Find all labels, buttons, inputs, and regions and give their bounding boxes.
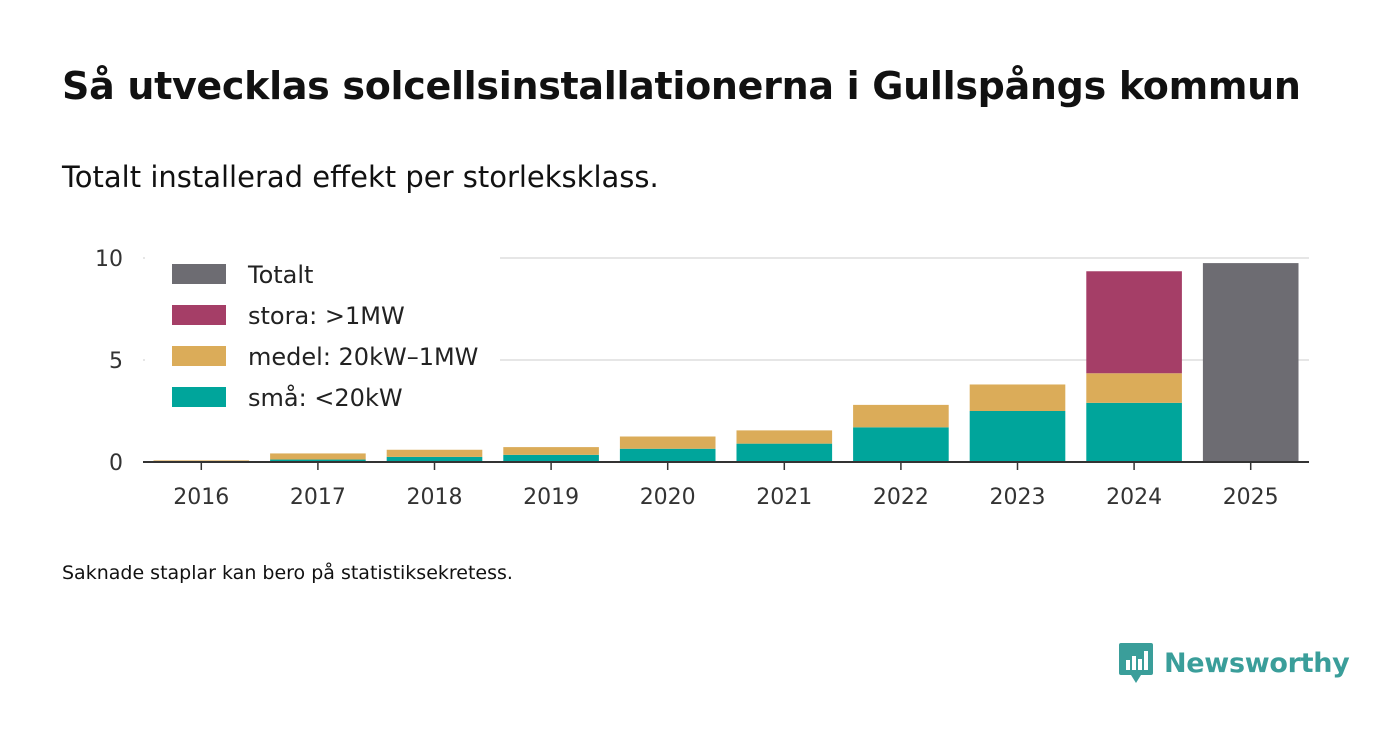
bar-segment xyxy=(853,404,949,428)
legend-swatch xyxy=(172,264,226,284)
legend-label: Totalt xyxy=(247,261,313,289)
bar-segment xyxy=(270,453,366,460)
bar-layer xyxy=(153,263,1299,462)
bar-segment xyxy=(503,454,599,462)
x-tick-label: 2016 xyxy=(173,485,229,510)
bar-segment xyxy=(503,447,599,455)
legend-swatch xyxy=(172,387,226,407)
legend-label: medel: 20kW–1MW xyxy=(248,343,478,371)
bar-chart-speech-bubble-icon xyxy=(1119,643,1153,683)
legend: Totalt stora: >1MW medel: 20kW–1MW små: <20… xyxy=(145,256,500,418)
bar-segment xyxy=(386,456,483,462)
bar-segment xyxy=(853,427,949,462)
x-tick-label: 2018 xyxy=(407,485,463,510)
bar-segment xyxy=(736,443,833,462)
bar-segment xyxy=(736,430,833,444)
legend-label: stora: >1MW xyxy=(248,302,405,330)
bar-segment xyxy=(619,448,716,462)
legend-label: små: <20kW xyxy=(248,383,403,412)
bar-segment xyxy=(270,459,366,462)
bar-segment xyxy=(386,449,483,457)
axis-layer: 0 5 10 2016 2017 2018 2019 2020 2021 2022 2023 2024… xyxy=(95,247,1309,510)
x-tick-label: 2020 xyxy=(640,485,696,510)
footnote: Saknade staplar kan bero på statistiksek… xyxy=(62,562,513,584)
bar-segment xyxy=(1086,373,1182,403)
bar-segment xyxy=(619,436,716,449)
bar-segment xyxy=(1086,402,1182,462)
x-tick-label: 2017 xyxy=(290,485,346,510)
chart-subtitle: Totalt installerad effekt per storlekskl… xyxy=(62,160,659,194)
newsworthy-logo: Newsworthy xyxy=(1118,641,1350,685)
x-tick-label: 2021 xyxy=(756,485,812,510)
bar-segment xyxy=(153,460,250,462)
x-tick-label: 2019 xyxy=(523,485,579,510)
chart-title: Så utvecklas solcellsinstallationerna i … xyxy=(62,64,1301,108)
legend-swatch xyxy=(172,346,226,366)
y-tick-label: 0 xyxy=(109,451,123,476)
bar-segment xyxy=(969,384,1066,411)
brand-name: Newsworthy xyxy=(1164,647,1350,679)
x-tick-label: 2025 xyxy=(1223,485,1279,510)
legend-swatch xyxy=(172,305,226,325)
bar-segment xyxy=(1086,271,1182,374)
x-tick-label: 2022 xyxy=(873,485,929,510)
y-tick-label: 10 xyxy=(95,247,123,272)
bar-segment xyxy=(969,411,1066,462)
x-tick-label: 2023 xyxy=(990,485,1046,510)
y-tick-label: 5 xyxy=(109,349,123,374)
x-tick-label: 2024 xyxy=(1106,485,1162,510)
bar-segment xyxy=(1202,263,1299,462)
